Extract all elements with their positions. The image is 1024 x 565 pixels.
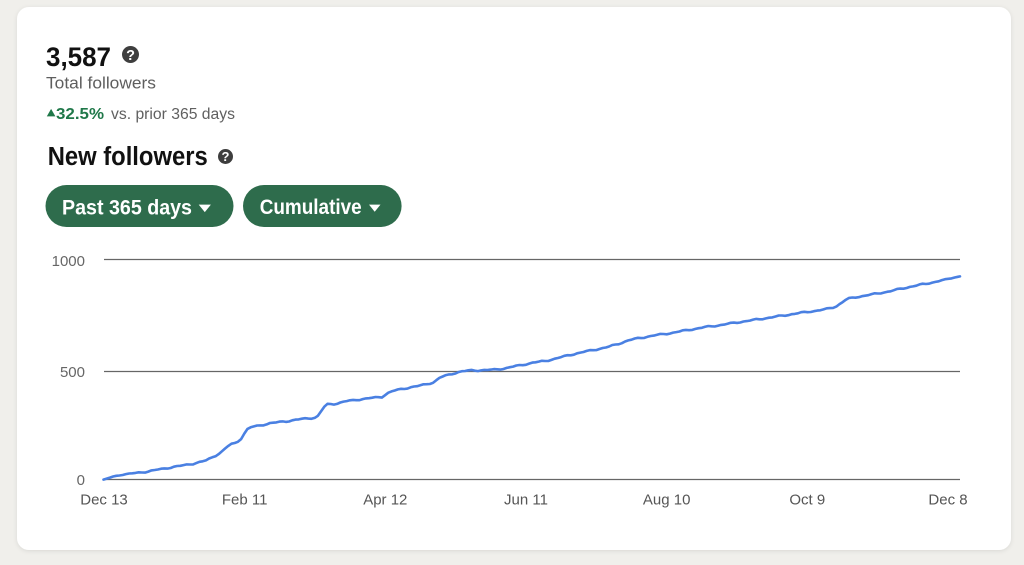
svg-text:Oct 9: Oct 9 [789, 492, 825, 509]
svg-text:New followers: New followers [48, 143, 208, 171]
svg-text:Dec 8: Dec 8 [928, 492, 967, 509]
svg-text:Total followers: Total followers [46, 74, 156, 93]
svg-text:?: ? [222, 149, 230, 164]
svg-text:1000: 1000 [52, 253, 85, 270]
svg-text:0: 0 [77, 472, 85, 489]
svg-text:Past 365 days: Past 365 days [62, 196, 192, 220]
svg-text:Feb 11: Feb 11 [222, 492, 268, 509]
svg-text:Aug 10: Aug 10 [643, 492, 691, 509]
svg-text:Jun 11: Jun 11 [504, 492, 548, 509]
svg-text:Apr 12: Apr 12 [363, 492, 407, 509]
svg-text:32.5%: 32.5% [56, 106, 104, 123]
svg-text:Cumulative: Cumulative [260, 195, 362, 219]
svg-text:?: ? [126, 48, 135, 64]
svg-text:Dec 13: Dec 13 [80, 492, 128, 509]
svg-text:3,587: 3,587 [46, 42, 111, 72]
svg-text:vs. prior 365 days: vs. prior 365 days [111, 106, 235, 123]
svg-text:500: 500 [60, 364, 85, 381]
